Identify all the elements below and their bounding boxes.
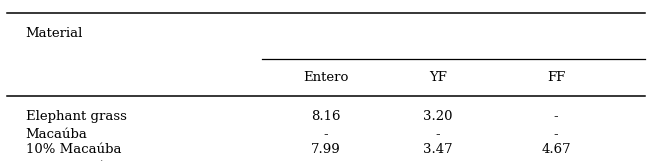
Text: Macaúba: Macaúba	[25, 128, 87, 141]
Text: 10% Macaúba: 10% Macaúba	[25, 143, 121, 156]
Text: Material: Material	[25, 27, 83, 40]
Text: YF: YF	[429, 71, 447, 84]
Text: -: -	[436, 128, 440, 141]
Text: 4.67: 4.67	[541, 143, 571, 156]
Text: -: -	[323, 128, 329, 141]
Text: -: -	[554, 110, 558, 123]
Text: Elephant grass: Elephant grass	[25, 110, 126, 123]
Text: -: -	[554, 128, 558, 141]
Text: Entero: Entero	[303, 71, 349, 84]
Text: 3.47: 3.47	[423, 143, 452, 156]
Text: FF: FF	[547, 71, 565, 84]
Text: 3.20: 3.20	[423, 110, 452, 123]
Text: 7.99: 7.99	[311, 143, 341, 156]
Text: 8.16: 8.16	[311, 110, 341, 123]
